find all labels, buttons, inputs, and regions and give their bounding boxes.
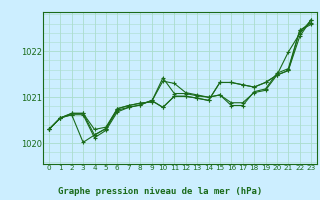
Text: Graphe pression niveau de la mer (hPa): Graphe pression niveau de la mer (hPa): [58, 187, 262, 196]
